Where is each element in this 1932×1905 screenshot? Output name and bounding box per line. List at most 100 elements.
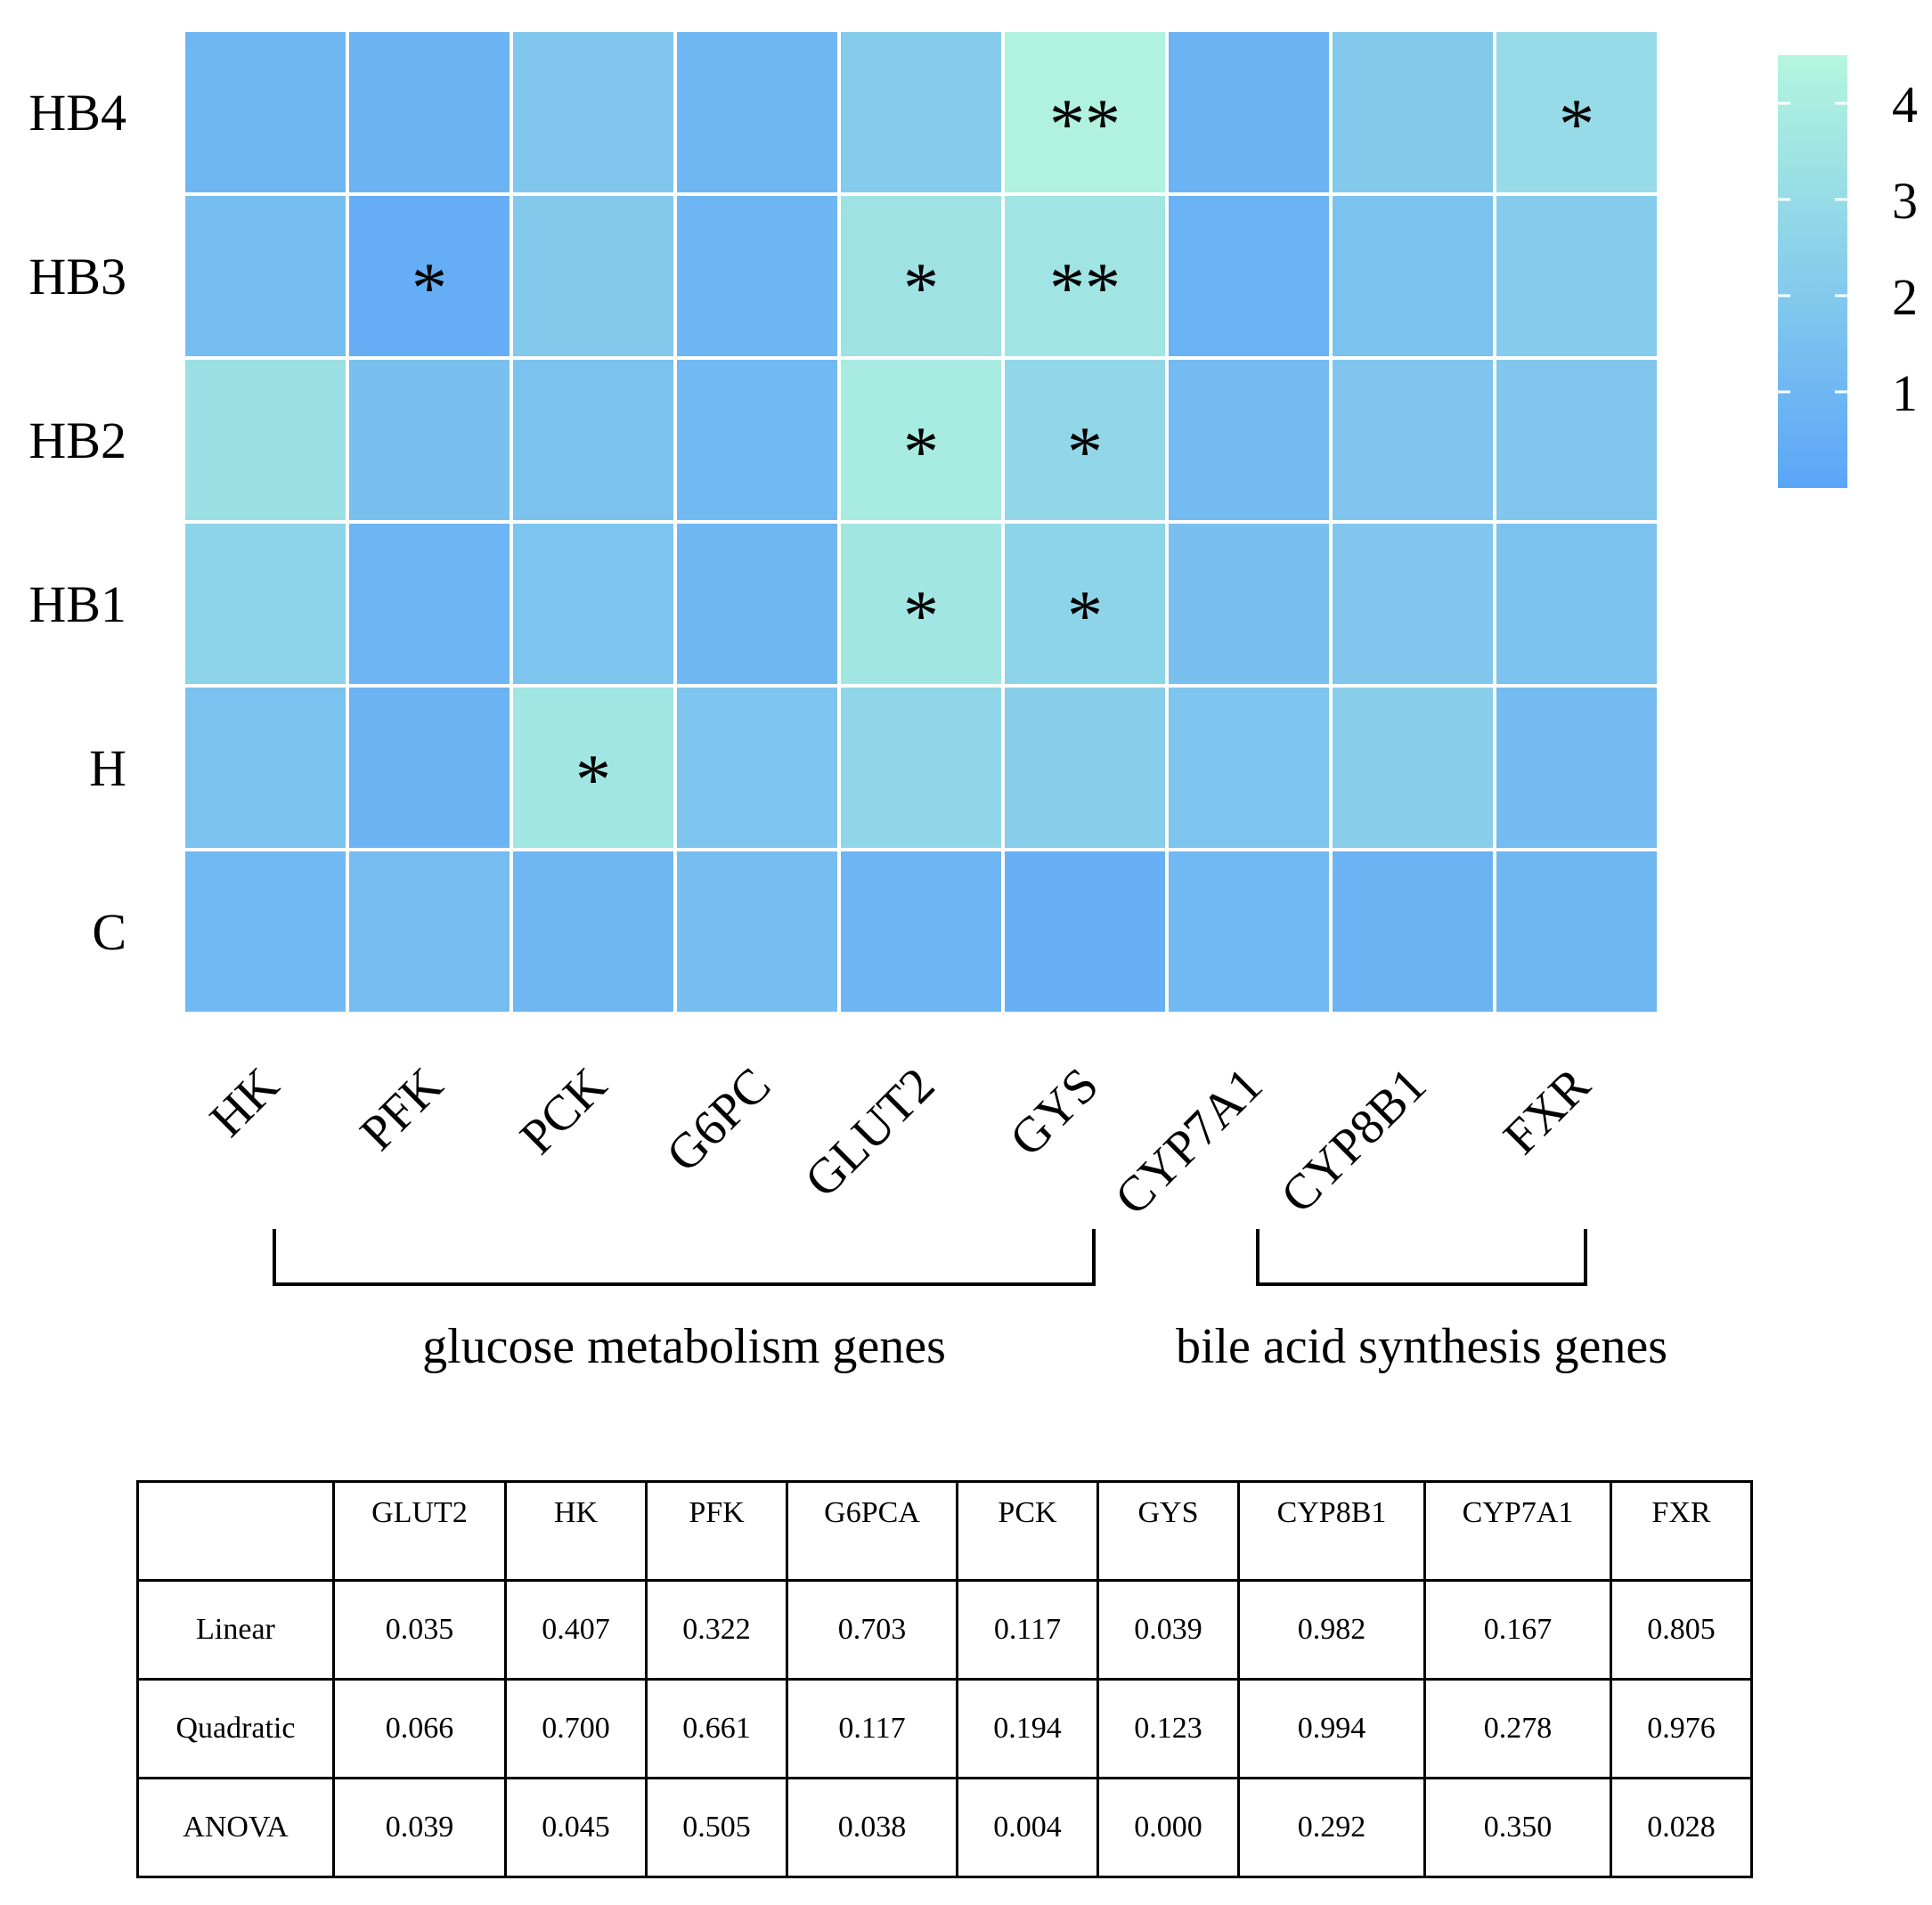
heatmap-cell: [1496, 688, 1657, 848]
table-cell: 0.045: [504, 1777, 648, 1878]
significance-markers: ** ** * *** ** **: [412, 85, 1594, 819]
table-cell: 0.350: [1423, 1777, 1612, 1878]
colorbar-tick-label: 4: [1892, 76, 1918, 134]
heatmap-cell: [1496, 32, 1657, 192]
heatmap-cell: [185, 32, 346, 192]
heatmap-cell: [513, 851, 673, 1012]
row-label: HB1: [29, 575, 126, 633]
heatmap-cell: [1496, 196, 1657, 356]
table-cell: 0.039: [332, 1777, 507, 1878]
table-cell: 0.661: [645, 1678, 788, 1779]
heatmap-cell: [349, 196, 509, 356]
group-bracket: [273, 1229, 1096, 1286]
heatmap-cell: [349, 524, 509, 684]
table-cell: 0.322: [645, 1579, 788, 1681]
row-label: H: [89, 739, 126, 797]
row-label: HB2: [29, 411, 126, 469]
table-header-cell: FXR: [1610, 1480, 1753, 1582]
heatmap-cell: [349, 851, 509, 1012]
column-label: GLUT2: [795, 1057, 945, 1208]
significance-marker: *: [1067, 413, 1103, 492]
significance-marker: *: [1559, 85, 1594, 164]
p-value-table: GLUT2 HK PFK G6PCA PCK GYS CYP8B1 CYP7A1…: [136, 1480, 1753, 1878]
group-bracket: [1256, 1229, 1587, 1286]
heatmap-cell: [349, 688, 509, 848]
table-header-cell: GLUT2: [332, 1480, 507, 1582]
table-cell: 0.505: [645, 1777, 788, 1878]
heatmap-cell: [1169, 32, 1329, 192]
table-cell: 0.066: [332, 1678, 507, 1779]
heatmap-cell: [513, 32, 673, 192]
table-cell: 0.117: [786, 1678, 958, 1779]
table-row-label: ANOVA: [136, 1777, 335, 1878]
heatmap-cell: [1169, 360, 1329, 520]
heatmap-cell: [185, 851, 346, 1012]
heatmap-cell: [677, 851, 837, 1012]
colorbar: 1 2 3 4: [1778, 55, 1918, 488]
table-header-cell: GYS: [1096, 1480, 1240, 1582]
heatmap-cell: [513, 524, 673, 684]
table-header-row: GLUT2 HK PFK G6PCA PCK GYS CYP8B1 CYP7A1…: [136, 1480, 1753, 1582]
table-cell: 0.167: [1423, 1579, 1612, 1681]
significance-marker: *: [903, 413, 939, 492]
heatmap-cell: [1333, 688, 1493, 848]
table-row: ANOVA 0.039 0.045 0.505 0.038 0.004 0.00…: [136, 1777, 1753, 1878]
heatmap-cell: [677, 32, 837, 192]
column-label: HK: [200, 1057, 289, 1147]
significance-marker: *: [575, 741, 611, 819]
heatmap-cell: [349, 32, 509, 192]
table-cell: 0.039: [1096, 1579, 1240, 1681]
row-label: HB4: [29, 84, 126, 142]
table-header-cell: CYP8B1: [1237, 1480, 1426, 1582]
row-label: HB3: [29, 248, 126, 305]
table-header-cell: G6PCA: [786, 1480, 958, 1582]
table-cell: 0.292: [1237, 1777, 1426, 1878]
colorbar-tick-label: 3: [1892, 172, 1918, 230]
heatmap-cell: [1496, 360, 1657, 520]
table-cell: 0.038: [786, 1777, 958, 1878]
heatmap-cell: [1005, 196, 1165, 356]
heatmap-cell: [677, 360, 837, 520]
colorbar-tick-label: 2: [1892, 268, 1918, 326]
table-header-cell: PFK: [645, 1480, 788, 1582]
colorbar-tick-label: 1: [1892, 364, 1918, 422]
significance-marker: **: [1049, 249, 1121, 328]
row-label: C: [92, 903, 126, 961]
heatmap-cell: [841, 851, 1001, 1012]
heatmap-cell: [841, 688, 1001, 848]
column-label: CYP8B1: [1270, 1057, 1437, 1224]
heatmap-cell: [1169, 851, 1329, 1012]
table-cell: 0.805: [1610, 1579, 1753, 1681]
table-cell: 0.278: [1423, 1678, 1612, 1779]
heatmap-cell: [1005, 32, 1165, 192]
significance-marker: *: [903, 249, 939, 328]
heatmap-cell: [1333, 360, 1493, 520]
heatmap-cell: [841, 196, 1001, 356]
table-cell: 0.407: [504, 1579, 648, 1681]
heatmap-cell: [513, 360, 673, 520]
heatmap-cell: [677, 196, 837, 356]
table-row-label: Quadratic: [136, 1678, 335, 1779]
heatmap-cell: [1005, 688, 1165, 848]
group-label: bile acid synthesis genes: [1176, 1319, 1667, 1374]
heatmap-cell: [677, 688, 837, 848]
table-cell: 0.117: [956, 1579, 1099, 1681]
table-cell: 0.123: [1096, 1678, 1240, 1779]
table-row: Linear 0.035 0.407 0.322 0.703 0.117 0.0…: [136, 1579, 1753, 1681]
column-label: FXR: [1493, 1057, 1601, 1165]
heatmap-cell: [1333, 196, 1493, 356]
table-row-label: Linear: [136, 1579, 335, 1681]
heatmap-cell: [513, 196, 673, 356]
table-cell: 0.994: [1237, 1678, 1426, 1779]
heatmap-cell: [185, 688, 346, 848]
table-cell: 0.194: [956, 1678, 1099, 1779]
heatmap-cell: [677, 524, 837, 684]
significance-marker: *: [903, 577, 939, 655]
heatmap-cell: [841, 360, 1001, 520]
row-labels: HB4 HB3 HB2 HB1 H C: [29, 84, 126, 961]
heatmap-cell: [841, 32, 1001, 192]
table-cell: 0.976: [1610, 1678, 1753, 1779]
heatmap-cell: [1333, 851, 1493, 1012]
table-cell: 0.035: [332, 1579, 507, 1681]
heatmap-background: [183, 30, 1659, 1014]
